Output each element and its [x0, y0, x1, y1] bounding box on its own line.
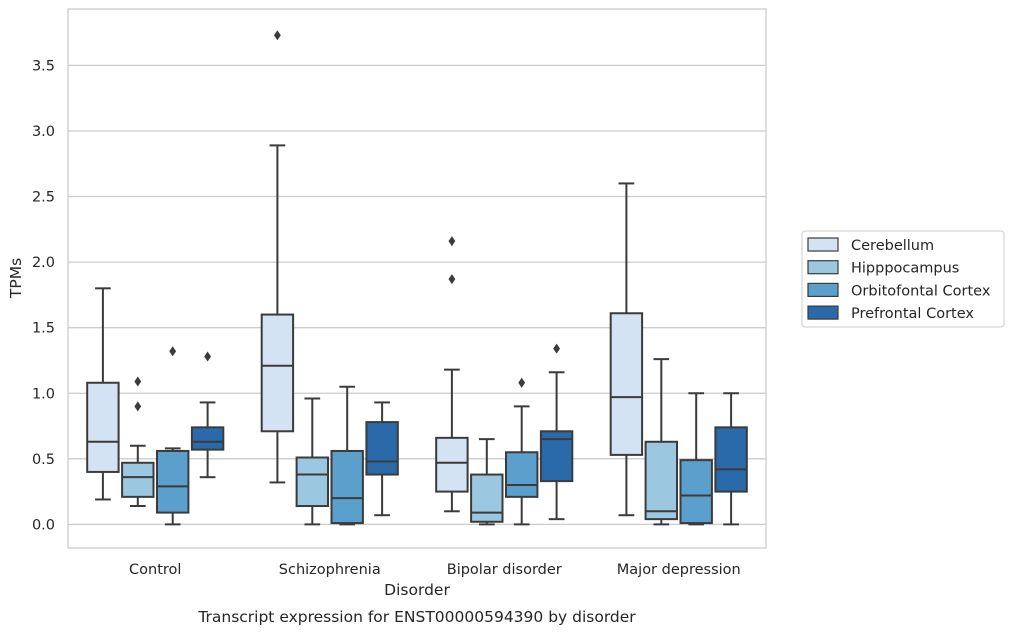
box-iqr — [470, 473, 504, 523]
outlier-point — [274, 30, 281, 41]
y-tick-label: 1.0 — [32, 386, 55, 402]
legend-label: Hipppocampus — [851, 261, 959, 277]
x-tick-labels: Control Schizophrenia Bipolar disorder Majo… — [129, 562, 741, 578]
y-tick-label: 3.5 — [32, 58, 55, 74]
box-iqr — [155, 449, 190, 514]
x-tick-label: Major depression — [617, 562, 741, 578]
box-cerebellum — [435, 236, 469, 513]
x-tick-label: Control — [129, 562, 181, 578]
box-iqr — [121, 461, 155, 498]
box-iqr — [504, 451, 539, 498]
box-iqr — [190, 426, 225, 451]
box-orbitofontal-cortex — [679, 392, 713, 526]
legend: Cerebellum Hipppocampus Orbitofontal Corte… — [801, 230, 1005, 328]
box-hipppocampus — [470, 438, 504, 526]
box-iqr — [365, 421, 399, 476]
legend-swatch — [807, 282, 839, 297]
y-tick-label: 3.0 — [32, 124, 55, 140]
outlier-point — [553, 343, 560, 354]
legend-label: Prefrontal Cortex — [851, 306, 974, 322]
y-tick-label: 0.0 — [32, 517, 55, 533]
box-iqr — [644, 440, 679, 521]
outlier-point — [134, 401, 142, 412]
plot-frame — [67, 8, 767, 549]
legend-swatch — [807, 260, 839, 275]
legend-label: Cerebellum — [851, 238, 934, 254]
box-prefrontal-cortex — [714, 392, 748, 526]
box-hipppocampus — [644, 358, 679, 526]
legend-swatch — [807, 305, 839, 320]
y-axis-label: TPMs — [7, 258, 25, 299]
legend-frame — [801, 230, 1005, 328]
y-tick-labels: 0.0 0.5 1.0 1.5 2.0 2.5 3.0 3.5 — [32, 58, 55, 533]
legend-swatch — [807, 237, 839, 252]
box-prefrontal-cortex — [190, 351, 225, 479]
outlier-point — [518, 377, 526, 388]
box-orbitofontal-cortex — [504, 377, 539, 526]
y-tick-label: 2.0 — [32, 255, 55, 271]
box-iqr — [260, 313, 295, 433]
box-iqr — [435, 436, 469, 493]
box-cerebellum — [609, 182, 644, 517]
x-tick-label: Schizophrenia — [279, 562, 381, 578]
outlier-point — [204, 351, 211, 362]
box-iqr — [295, 456, 330, 508]
outlier-point — [169, 346, 177, 357]
y-tick-label: 0.5 — [32, 452, 55, 468]
box-cerebellum — [260, 30, 295, 484]
legend-label: Orbitofontal Cortex — [851, 283, 991, 299]
outlier-point — [448, 274, 456, 285]
chart-caption: Transcript expression for ENST0000059439… — [197, 608, 636, 626]
x-axis-label: Disorder — [384, 581, 450, 599]
outlier-point — [448, 236, 456, 247]
box-iqr — [679, 459, 713, 525]
box-iqr — [609, 312, 644, 456]
box-orbitofontal-cortex — [155, 346, 190, 526]
box-iqr — [86, 381, 120, 473]
outlier-point — [134, 376, 142, 387]
x-tick-label: Bipolar disorder — [447, 562, 562, 578]
box-hipppocampus — [295, 397, 330, 526]
boxes — [86, 30, 748, 526]
y-tick-label: 2.5 — [32, 190, 55, 206]
box-prefrontal-cortex — [365, 401, 399, 517]
box-iqr — [330, 449, 364, 525]
box-cerebellum — [86, 287, 120, 501]
y-tick-label: 1.5 — [32, 321, 55, 337]
box-hipppocampus — [121, 376, 155, 508]
box-iqr — [714, 426, 748, 493]
box-prefrontal-cortex — [539, 343, 574, 521]
box-orbitofontal-cortex — [330, 385, 364, 526]
